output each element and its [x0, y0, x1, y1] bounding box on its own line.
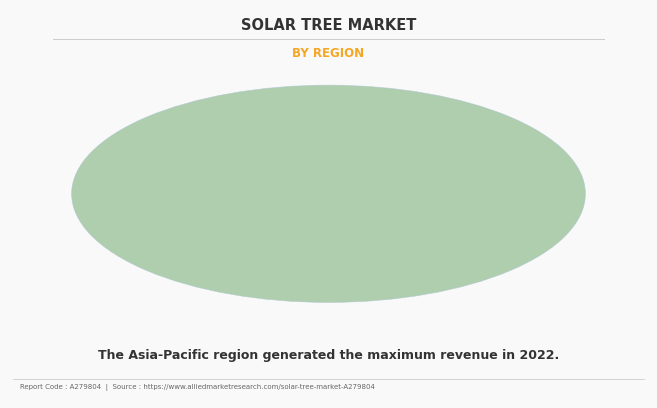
- Text: The Asia-Pacific region generated the maximum revenue in 2022.: The Asia-Pacific region generated the ma…: [98, 349, 559, 362]
- Text: SOLAR TREE MARKET: SOLAR TREE MARKET: [241, 18, 416, 33]
- Text: Report Code : A279804  |  Source : https://www.alliedmarketresearch.com/solar-tr: Report Code : A279804 | Source : https:/…: [20, 384, 374, 391]
- Text: BY REGION: BY REGION: [292, 47, 365, 60]
- Ellipse shape: [72, 85, 585, 302]
